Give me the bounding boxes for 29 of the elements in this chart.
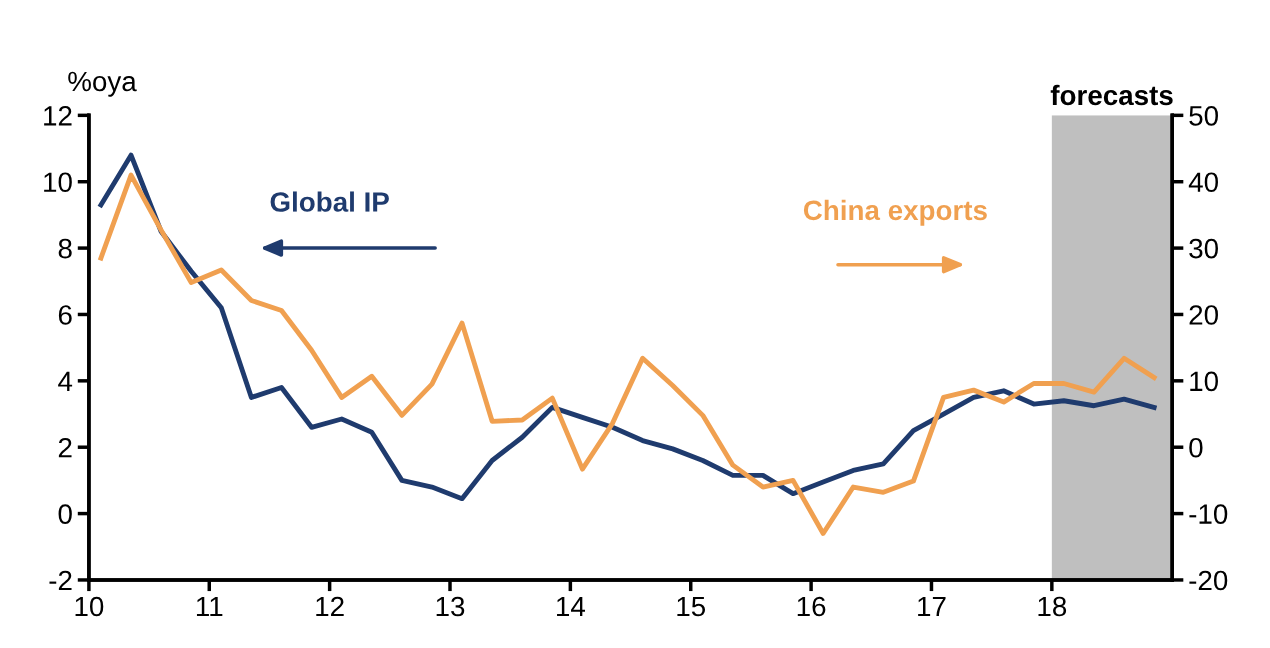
x-tick-label: 10 [75, 596, 104, 617]
x-tick-label: 12 [316, 596, 344, 617]
band-label: forecasts [1050, 84, 1173, 106]
y2-tick-label: 30 [1189, 238, 1218, 259]
y-tick-label: 12 [44, 106, 72, 126]
y2-tick-label: 10 [1190, 371, 1218, 392]
x-tick-label: 16 [797, 596, 826, 617]
y2-tick-label: 20 [1189, 305, 1218, 325]
text: Global IP [270, 191, 389, 212]
x-tick-label: 14 [557, 596, 586, 617]
y2-tick-label: 0 [1189, 437, 1203, 458]
x-tick-label: 13 [436, 596, 465, 617]
y-tick-label: 10 [44, 172, 72, 193]
y-tick-label: 6 [58, 305, 72, 325]
x-tick-label: 11 [196, 596, 223, 617]
y-tick-label: -2 [49, 570, 72, 591]
y2-tick-label: -20 [1189, 570, 1228, 591]
x-tick-label: 18 [1038, 596, 1067, 617]
x-tick-label: 17 [918, 596, 946, 617]
y-tick-label: 2 [58, 437, 72, 458]
y-axis-title: %oya [68, 71, 137, 97]
y2-tick-label: 40 [1188, 172, 1218, 193]
text: China exports [803, 199, 987, 226]
y2-tick-label: -10 [1189, 504, 1228, 524]
y-tick-label: 8 [58, 238, 72, 259]
y2-tick-label: 50 [1189, 106, 1218, 126]
x-tick-label: 15 [677, 596, 706, 617]
y-tick-label: 0 [58, 504, 72, 524]
y-tick-label: 4 [58, 371, 73, 391]
